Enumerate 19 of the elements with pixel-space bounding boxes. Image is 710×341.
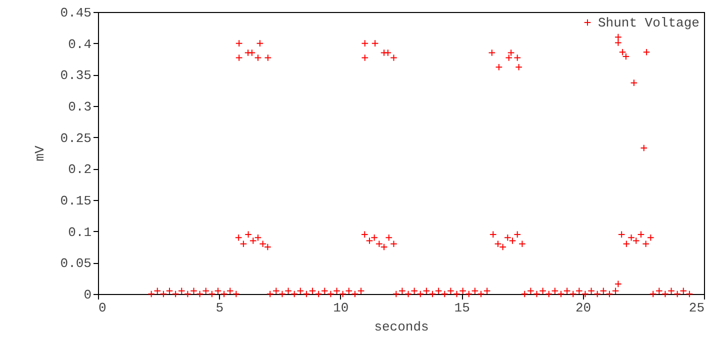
y-tick-label: 0.05 bbox=[60, 256, 92, 272]
y-tick-label: 0.15 bbox=[60, 194, 92, 208]
x-tick-label: 0 bbox=[98, 300, 106, 316]
y-tick-label: 0.3 bbox=[68, 100, 92, 114]
y-tick-label: 0.35 bbox=[60, 68, 92, 84]
x-tick-label: 15 bbox=[454, 300, 470, 316]
y-tick-label: 0.1 bbox=[68, 224, 92, 240]
y-tick-label: 0.2 bbox=[68, 162, 92, 178]
x-axis-title: seconds bbox=[374, 320, 429, 334]
legend-label: Shunt Voltage bbox=[598, 16, 700, 30]
y-tick-label: 0.45 bbox=[60, 6, 92, 20]
x-tick-label: 25 bbox=[688, 300, 704, 316]
y-tick-label: 0.4 bbox=[68, 36, 92, 52]
x-tick-label: 10 bbox=[333, 300, 349, 316]
y-tick-label: 0.25 bbox=[60, 130, 92, 146]
x-tick-label: 20 bbox=[575, 300, 592, 316]
x-tick-label: 5 bbox=[216, 300, 224, 316]
y-tick-label: 0 bbox=[84, 288, 92, 302]
y-axis-title: mV bbox=[32, 146, 48, 162]
